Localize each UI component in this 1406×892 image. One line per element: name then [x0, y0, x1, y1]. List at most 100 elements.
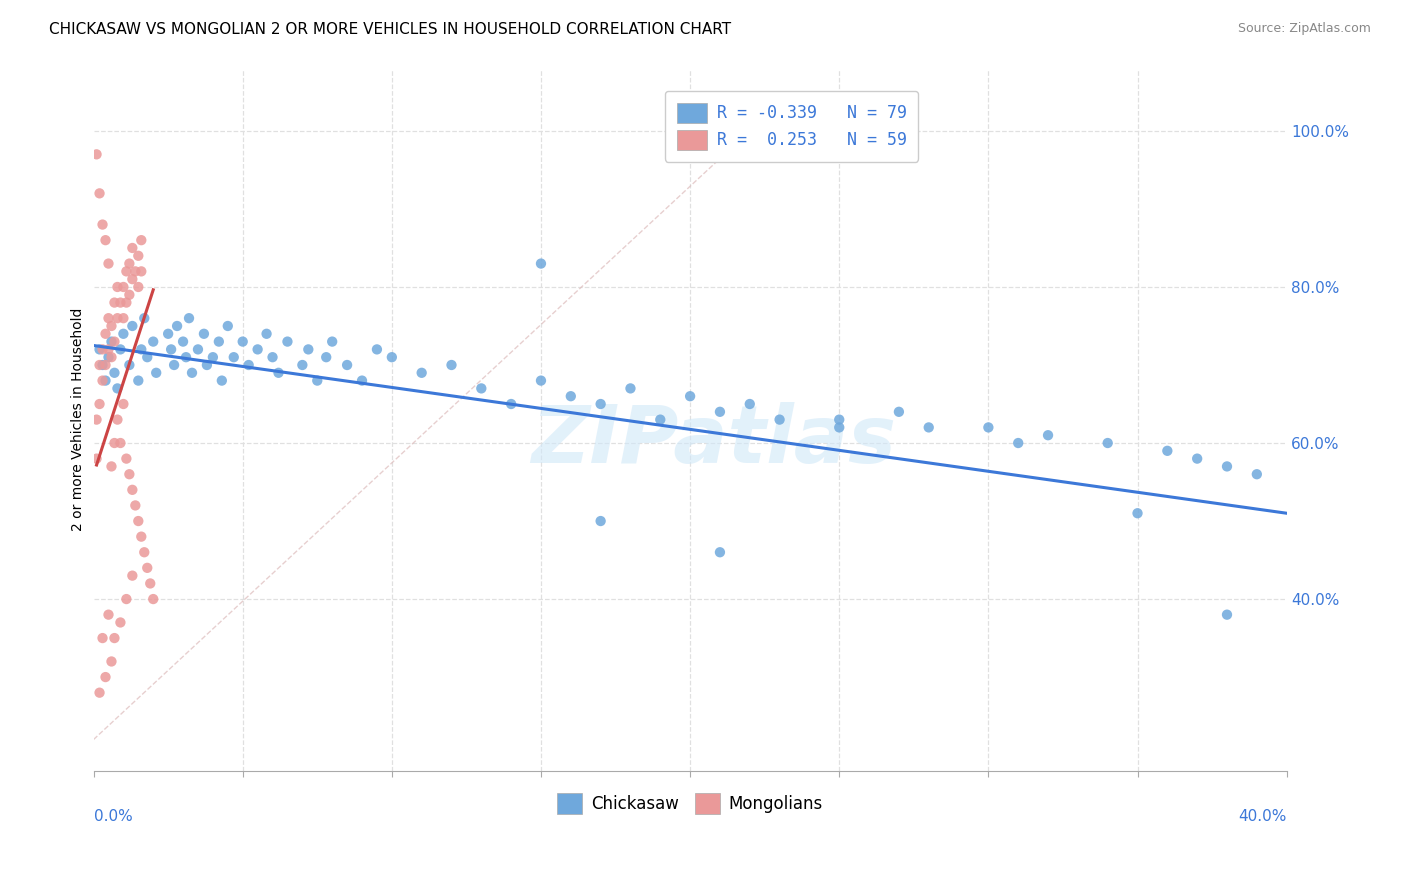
Point: [768, 412, 790, 426]
Point: [94, 358, 117, 372]
Point: [129, 343, 152, 357]
Point: [1007, 436, 1029, 450]
Point: [97, 607, 120, 622]
Point: [177, 311, 200, 326]
Point: [160, 343, 183, 357]
Point: [366, 343, 388, 357]
Point: [115, 264, 138, 278]
Point: [187, 343, 209, 357]
Point: [97, 343, 120, 357]
Text: CHICKASAW VS MONGOLIAN 2 OR MORE VEHICLES IN HOUSEHOLD CORRELATION CHART: CHICKASAW VS MONGOLIAN 2 OR MORE VEHICLE…: [49, 22, 731, 37]
Point: [94, 233, 117, 247]
Point: [530, 256, 553, 270]
Point: [89, 343, 111, 357]
Point: [118, 358, 141, 372]
Point: [129, 530, 152, 544]
Point: [129, 233, 152, 247]
Point: [163, 358, 186, 372]
Point: [89, 397, 111, 411]
Point: [297, 343, 319, 357]
Point: [307, 374, 329, 388]
Point: [121, 318, 143, 333]
Point: [1126, 506, 1149, 520]
Point: [112, 326, 135, 341]
Point: [315, 350, 337, 364]
Point: [112, 397, 135, 411]
Point: [97, 350, 120, 364]
Point: [94, 670, 117, 684]
Point: [336, 358, 359, 372]
Point: [91, 343, 114, 357]
Point: [709, 545, 731, 559]
Point: [115, 451, 138, 466]
Point: [100, 350, 122, 364]
Point: [121, 568, 143, 582]
Point: [124, 499, 146, 513]
Point: [139, 576, 162, 591]
Point: [110, 436, 132, 450]
Point: [91, 358, 114, 372]
Point: [619, 381, 641, 395]
Point: [291, 358, 314, 372]
Point: [86, 147, 108, 161]
Point: [107, 412, 129, 426]
Point: [103, 631, 125, 645]
Point: [118, 287, 141, 301]
Point: [501, 397, 523, 411]
Point: [193, 326, 215, 341]
Point: [89, 358, 111, 372]
Point: [262, 350, 284, 364]
Point: [1246, 467, 1268, 482]
Point: [134, 545, 156, 559]
Point: [267, 366, 290, 380]
Point: [738, 397, 761, 411]
Point: [381, 350, 404, 364]
Point: [89, 186, 111, 201]
Point: [142, 592, 165, 607]
Point: [157, 326, 180, 341]
Point: [134, 311, 156, 326]
Point: [256, 326, 278, 341]
Point: [121, 483, 143, 497]
Point: [201, 350, 224, 364]
Point: [181, 366, 204, 380]
Point: [1185, 451, 1208, 466]
Point: [276, 334, 298, 349]
Point: [1216, 607, 1239, 622]
Point: [107, 280, 129, 294]
Point: [174, 350, 197, 364]
Point: [195, 358, 218, 372]
Point: [121, 241, 143, 255]
Point: [142, 334, 165, 349]
Point: [208, 334, 231, 349]
Point: [238, 358, 260, 372]
Point: [1097, 436, 1119, 450]
Point: [129, 264, 152, 278]
Point: [100, 334, 122, 349]
Legend: Chickasaw, Mongolians: Chickasaw, Mongolians: [550, 785, 831, 822]
Point: [172, 334, 194, 349]
Point: [107, 381, 129, 395]
Text: 0.0%: 0.0%: [94, 809, 132, 824]
Point: [211, 374, 233, 388]
Point: [887, 405, 910, 419]
Point: [530, 374, 553, 388]
Point: [100, 459, 122, 474]
Point: [232, 334, 254, 349]
Point: [115, 592, 138, 607]
Point: [115, 295, 138, 310]
Point: [709, 405, 731, 419]
Point: [103, 295, 125, 310]
Point: [246, 343, 269, 357]
Point: [91, 218, 114, 232]
Point: [97, 256, 120, 270]
Point: [86, 451, 108, 466]
Point: [145, 366, 167, 380]
Point: [560, 389, 582, 403]
Point: [589, 514, 612, 528]
Point: [828, 420, 851, 434]
Point: [103, 366, 125, 380]
Point: [650, 412, 672, 426]
Text: ZIPatlas: ZIPatlas: [531, 401, 897, 480]
Point: [127, 249, 149, 263]
